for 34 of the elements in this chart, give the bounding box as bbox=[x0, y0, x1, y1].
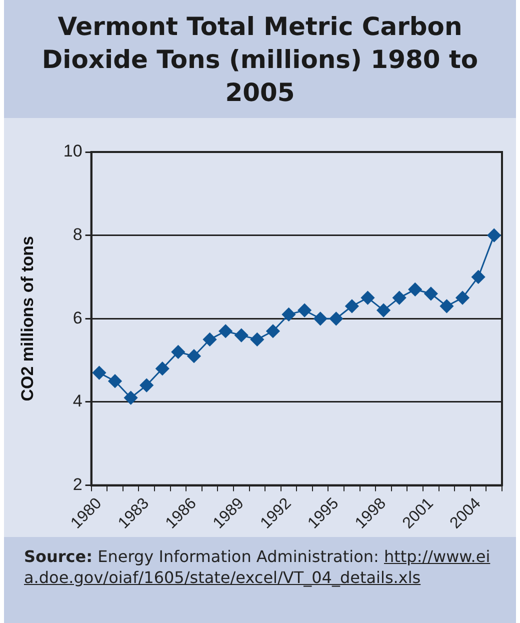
point bbox=[376, 304, 390, 318]
point bbox=[360, 291, 374, 305]
point bbox=[140, 378, 154, 392]
source-note: Source: Energy Information Administration: http://www.eia.doe.gov/oiaf/1605/state/excel/VT_04_details.xls bbox=[24, 546, 492, 588]
point bbox=[314, 312, 328, 326]
chart-title: Vermont Total Metric Carbon Dioxide Tons (millions) 1980 to 2005 bbox=[4, 0, 516, 118]
point bbox=[171, 345, 185, 359]
point bbox=[203, 332, 217, 346]
point bbox=[282, 308, 296, 322]
y-tick-label: 8 bbox=[72, 225, 82, 244]
point bbox=[345, 299, 359, 313]
point bbox=[329, 312, 343, 326]
point bbox=[456, 291, 470, 305]
point bbox=[124, 391, 138, 405]
point bbox=[472, 270, 486, 284]
point bbox=[266, 324, 280, 338]
point bbox=[187, 349, 201, 363]
y-tick-label: 2 bbox=[72, 474, 82, 494]
y-tick-label: 10 bbox=[63, 142, 82, 161]
point bbox=[218, 324, 232, 338]
point bbox=[234, 328, 248, 342]
point bbox=[108, 374, 122, 388]
y-tick-label: 6 bbox=[72, 308, 82, 328]
point bbox=[92, 366, 106, 380]
y-axis-title: CO2 millions of tons bbox=[18, 236, 37, 402]
point bbox=[298, 304, 312, 318]
point bbox=[392, 291, 406, 305]
point bbox=[156, 362, 170, 376]
point bbox=[487, 228, 501, 242]
y-tick-label: 4 bbox=[72, 392, 82, 411]
point bbox=[424, 286, 438, 300]
point bbox=[408, 282, 422, 296]
point bbox=[440, 299, 454, 313]
point bbox=[250, 332, 264, 346]
